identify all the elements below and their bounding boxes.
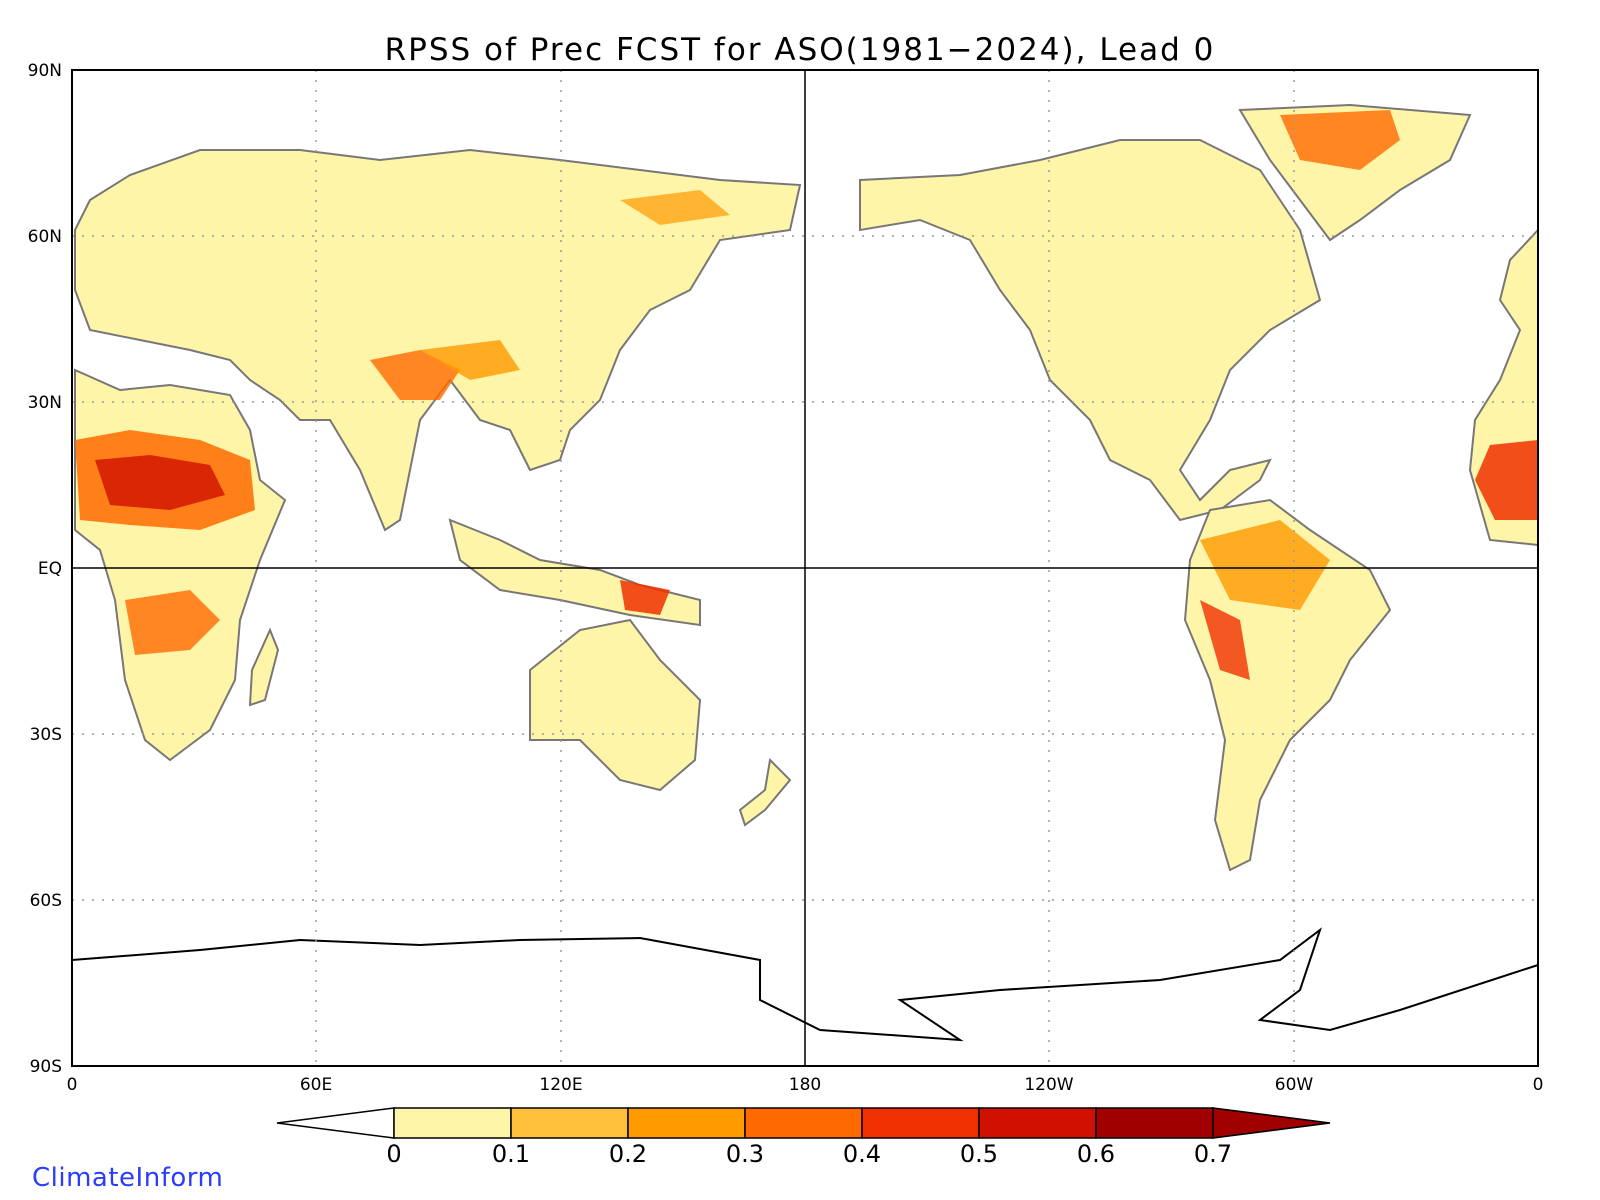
skill-patch-tibet (420, 340, 520, 380)
lon-label: 0 (1533, 1075, 1544, 1095)
map-title: RPSS of Prec FCST for ASO(1981−2024), Le… (385, 32, 1216, 68)
skill-patch-andes (1200, 600, 1250, 680)
skill-field (71, 103, 1539, 1042)
lat-label: 60N (28, 227, 62, 247)
colorbar-tick-label: 0.5 (960, 1140, 998, 1168)
colorbar-swatch (393, 1107, 512, 1139)
landmass-new-zealand (738, 757, 792, 827)
skill-patch-southern-africa (125, 590, 220, 655)
lat-label: 30N (28, 393, 62, 413)
colorbar-swatch (861, 1107, 980, 1139)
landmass-madagascar (248, 627, 280, 707)
lat-axis: 90N 60N 30N EQ 30S 60S 90S (28, 61, 62, 1077)
colorbar-tick-label: 0.4 (843, 1140, 881, 1168)
colorbar-tick-label: 0.6 (1077, 1140, 1115, 1168)
skill-patch-greenland (1280, 110, 1400, 170)
colorbar: 0 0.1 0.2 0.3 0.4 0.5 0.6 0.7 (276, 1107, 1331, 1168)
map-frame (71, 69, 1539, 1067)
colorbar-tick-label: 0 (386, 1140, 401, 1168)
lon-label: 0 (67, 1075, 78, 1095)
lon-label: 60W (1275, 1075, 1314, 1095)
skill-patch-siberia (620, 190, 730, 225)
landmass-north-america (859, 139, 1322, 522)
lat-label: 90N (28, 61, 62, 81)
skill-patch-west-africa-wrap (1475, 440, 1538, 520)
lat-label: 90S (30, 1057, 62, 1077)
map-panel (71, 69, 1539, 1067)
lon-label: 120E (539, 1075, 582, 1095)
colorbar-swatch (744, 1107, 863, 1139)
colorbar-swatch (627, 1107, 746, 1139)
skill-patch-sahel-core (95, 455, 225, 510)
colorbar-swatch (510, 1107, 629, 1139)
lat-label: 60S (30, 891, 62, 911)
gridlines (72, 70, 1538, 1066)
credit-text: ClimateInform (32, 1163, 224, 1193)
colorbar-swatch (978, 1107, 1097, 1139)
lat-label: EQ (38, 559, 62, 579)
landmass-antarctica (71, 927, 1539, 1042)
colorbar-tick-label: 0.2 (609, 1140, 647, 1168)
skill-patch-south-asia (370, 350, 460, 400)
colorbar-tick-label: 0.3 (726, 1140, 764, 1168)
colorbar-swatch (1095, 1107, 1214, 1139)
colorbar-tick-label: 0.7 (1194, 1140, 1232, 1168)
colorbar-tick-label: 0.1 (492, 1140, 530, 1168)
colorbar-max-arrow (1212, 1107, 1331, 1139)
skill-patch-new-guinea (620, 580, 670, 615)
landmass-eurasia (74, 148, 802, 532)
colorbar-min-arrow (276, 1107, 395, 1139)
lon-axis: 0 60E 120E 180 120W 60W 0 (67, 1075, 1544, 1095)
lon-label: 180 (789, 1075, 821, 1095)
lon-label: 120W (1024, 1075, 1073, 1095)
skill-patch-amazon (1200, 520, 1330, 610)
lat-label: 30S (30, 725, 62, 745)
lon-label: 60E (300, 1075, 332, 1095)
landmass-australia (529, 618, 702, 792)
